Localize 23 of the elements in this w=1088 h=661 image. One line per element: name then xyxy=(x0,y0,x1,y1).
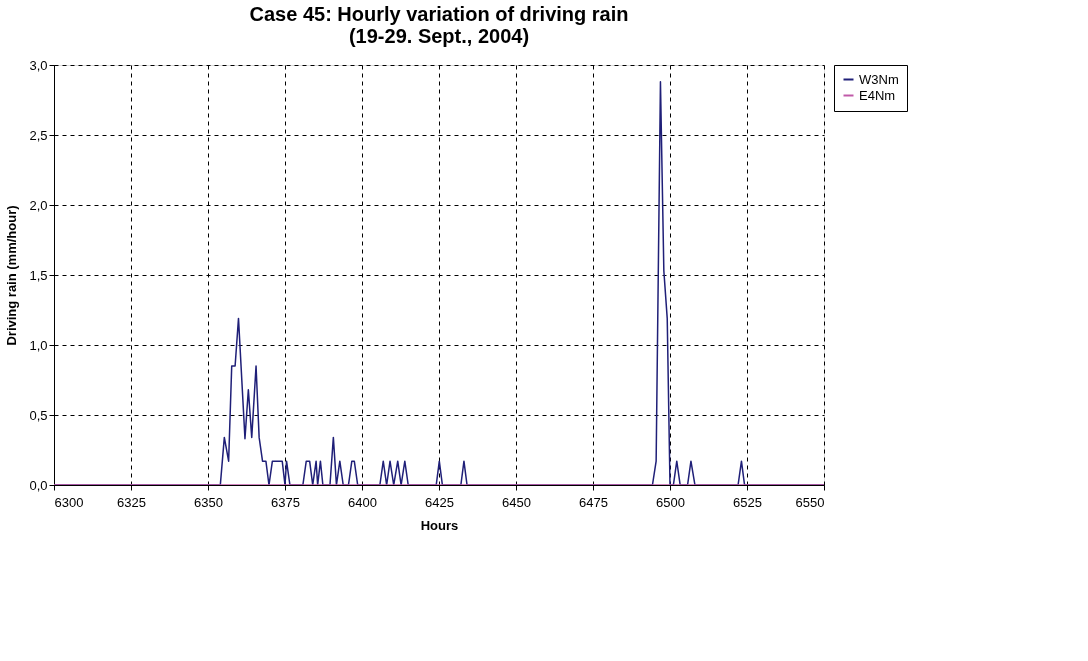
x-tick-label: 6350 xyxy=(194,494,223,510)
x-tick-label: 6425 xyxy=(425,494,454,510)
x-tick-label: 6450 xyxy=(502,494,531,510)
x-tick-label: 6475 xyxy=(579,494,608,510)
y-tick-label: 1,0 xyxy=(29,337,48,353)
y-tick-label: 1,5 xyxy=(29,267,48,283)
x-tick-label: 6525 xyxy=(733,494,762,510)
y-tick-label: 0,0 xyxy=(29,477,48,493)
legend-label: E4Nm xyxy=(859,87,896,103)
y-tick-label: 2,5 xyxy=(29,127,48,143)
x-tick-label: 6550 xyxy=(795,494,825,510)
x-axis-title: Hours xyxy=(420,517,459,533)
legend-label: W3Nm xyxy=(859,71,899,87)
x-tick-label: 6500 xyxy=(656,494,685,510)
x-tick-label: 6400 xyxy=(348,494,377,510)
y-axis-title: Driving rain (mm/hour) xyxy=(4,205,20,346)
x-tick-label: 6375 xyxy=(271,494,300,510)
y-tick-label: 0,5 xyxy=(29,407,48,423)
y-tick-label: 2,0 xyxy=(29,197,48,213)
y-tick-label: 3,0 xyxy=(29,57,48,73)
x-tick-label: 6325 xyxy=(117,494,146,510)
chart-title: Case 45: Hourly variation of driving rain (19-29. Sept., 2004) xyxy=(249,3,629,47)
x-tick-label: 6300 xyxy=(54,494,84,510)
